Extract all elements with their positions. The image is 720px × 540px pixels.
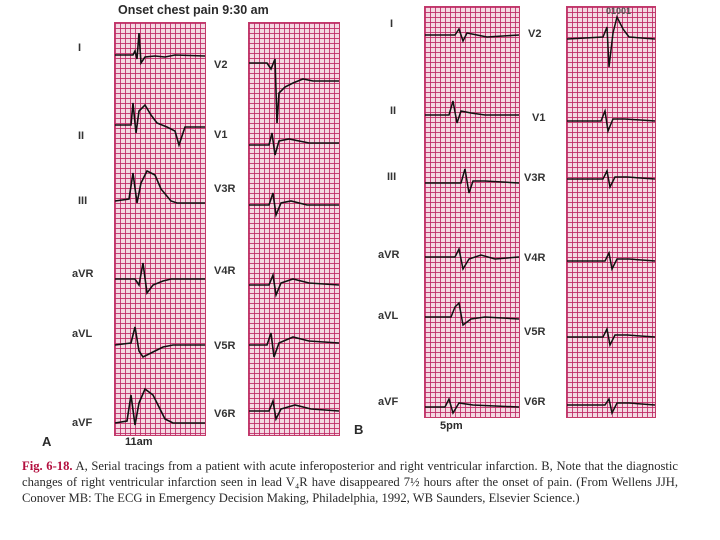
panel-b-lead-label-5: aVL (378, 310, 399, 322)
panel-b-lead-label-1: I (390, 18, 394, 30)
panel-b-lead-label-4: aVR (378, 249, 400, 261)
panel-a-lead-label-6: aVF (72, 417, 93, 429)
panel-a-lead-label-v1: V1 (214, 129, 228, 141)
panel-b-lead-label-6: aVF (378, 396, 399, 408)
panel-a-letter: A (42, 434, 52, 449)
panel-a-title: Onset chest pain 9:30 am (118, 3, 269, 17)
panel-b-lead-label-2: II (390, 105, 397, 117)
panel-a-lead-label-v4r: V4R (214, 265, 236, 277)
panel-a-left-strip (114, 22, 206, 436)
figure-caption: Fig. 6-18. A, Serial tracings from a pat… (22, 458, 678, 506)
panel-b-letter: B (354, 422, 364, 437)
panel-b-lead-label-v4r: V4R (524, 252, 546, 264)
panel-a-right-strip (248, 22, 340, 436)
panel-b-lead-label-3: III (387, 171, 397, 183)
panel-a-lead-label-3: III (78, 195, 88, 207)
panel-b-lead-label-v2: V2 (528, 28, 542, 40)
panel-a-lead-label-2: II (78, 130, 85, 142)
panel-a-lead-label-v6r: V6R (214, 408, 236, 420)
panel-b-stamp: 01001 (606, 6, 632, 16)
panel-b-lead-label-v5r: V5R (524, 326, 546, 338)
panel-a-lead-label-1: I (78, 42, 82, 54)
panel-b-lead-label-v3r: V3R (524, 172, 546, 184)
panel-a-lead-label-v3r: V3R (214, 183, 236, 195)
panel-b-time: 5pm (440, 420, 463, 432)
figure-caption-text: A, Serial tracings from a patient with a… (22, 459, 678, 505)
panel-b-lead-label-v6r: V6R (524, 396, 546, 408)
panel-b-lead-label-v1: V1 (532, 112, 546, 124)
panel-a-lead-label-v2: V2 (214, 59, 228, 71)
panel-b-left-strip (424, 6, 520, 418)
figure-label: Fig. 6-18. (22, 459, 73, 473)
panel-b-right-strip (566, 6, 656, 418)
panel-a-time: 11am (125, 436, 153, 448)
panel-a-lead-label-4: aVR (72, 268, 94, 280)
panel-a-lead-label-v5r: V5R (214, 340, 236, 352)
panel-a-lead-label-5: aVL (72, 328, 93, 340)
